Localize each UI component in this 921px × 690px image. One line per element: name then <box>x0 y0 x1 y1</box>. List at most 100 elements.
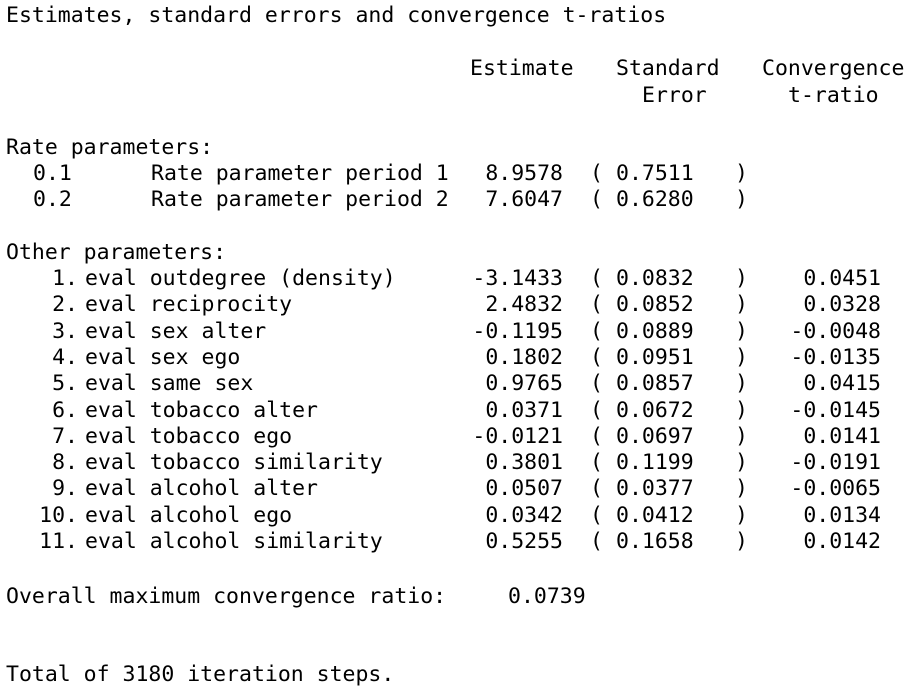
header-t-ratio: t-ratio <box>788 83 879 108</box>
rate-param-open-paren: ( <box>590 187 603 212</box>
rate-param-id: 0.1 <box>33 161 72 186</box>
param-se: 0.0951 <box>616 344 694 370</box>
param-name: eval alcohol similarity <box>85 529 383 554</box>
param-convergence-t: 0.0415 <box>803 371 881 397</box>
param-close-paren: ) <box>735 292 748 318</box>
param-open-paren: ( <box>590 476 603 502</box>
param-close-paren: ) <box>735 423 748 449</box>
param-name: eval same sex <box>85 371 254 397</box>
param-id: 1. <box>52 266 78 291</box>
param-id: 9. <box>52 476 78 502</box>
param-close-paren: ) <box>735 371 748 397</box>
output-title: Estimates, standard errors and convergen… <box>6 3 667 28</box>
param-estimate: 0.0342 <box>485 502 563 528</box>
param-open-paren: ( <box>590 397 603 423</box>
param-se: 0.0832 <box>616 266 694 291</box>
param-estimate: 0.3801 <box>485 450 563 476</box>
rate-param-id: 0.2 <box>33 187 72 212</box>
param-name: eval tobacco alter <box>85 397 318 423</box>
rate-param-close-paren: ) <box>735 187 748 212</box>
param-estimate: 0.9765 <box>485 371 563 397</box>
param-close-paren: ) <box>735 344 748 370</box>
param-open-paren: ( <box>590 502 603 528</box>
rate-param-se: 0.7511 <box>616 161 694 186</box>
overall-max-convergence-label: Overall maximum convergence ratio: <box>6 584 447 609</box>
rate-section-label: Rate parameters: <box>6 135 214 160</box>
param-id: 10. <box>39 502 78 528</box>
param-name: eval sex ego <box>85 344 241 370</box>
param-name: eval tobacco ego <box>85 423 293 449</box>
param-close-paren: ) <box>735 450 748 476</box>
param-id: 2. <box>52 292 78 318</box>
param-open-paren: ( <box>590 318 603 344</box>
param-convergence-t: 0.0134 <box>803 502 881 528</box>
param-name: eval reciprocity <box>85 292 293 318</box>
rate-param-open-paren: ( <box>590 161 603 186</box>
param-id: 11. <box>39 529 78 554</box>
param-convergence-t: -0.0065 <box>790 476 881 502</box>
param-se: 0.1658 <box>616 529 694 554</box>
param-convergence-t: -0.0048 <box>790 318 881 344</box>
param-se: 0.0377 <box>616 476 694 502</box>
param-se: 0.0672 <box>616 397 694 423</box>
param-close-paren: ) <box>735 318 748 344</box>
param-convergence-t: 0.0451 <box>803 266 881 291</box>
rate-param-estimate: 8.9578 <box>485 161 563 186</box>
param-convergence-t: 0.0141 <box>803 423 881 449</box>
param-close-paren: ) <box>735 266 748 291</box>
param-close-paren: ) <box>735 397 748 423</box>
param-estimate: -0.0121 <box>472 423 563 449</box>
param-convergence-t: -0.0191 <box>790 450 881 476</box>
param-se: 0.0697 <box>616 423 694 449</box>
param-convergence-t: -0.0135 <box>790 344 881 370</box>
rate-param-estimate: 7.6047 <box>485 187 563 212</box>
param-id: 8. <box>52 450 78 476</box>
param-close-paren: ) <box>735 476 748 502</box>
header-convergence: Convergence <box>762 56 905 81</box>
param-open-paren: ( <box>590 423 603 449</box>
rate-param-close-paren: ) <box>735 161 748 186</box>
param-estimate: 0.0507 <box>485 476 563 502</box>
param-open-paren: ( <box>590 529 603 554</box>
rate-param-name: Rate parameter period 1 <box>151 161 449 186</box>
param-estimate: 0.1802 <box>485 344 563 370</box>
overall-max-convergence-value: 0.0739 <box>508 584 586 609</box>
param-close-paren: ) <box>735 529 748 554</box>
param-convergence-t: 0.0328 <box>803 292 881 318</box>
param-name: eval alcohol ego <box>85 502 293 528</box>
param-id: 5. <box>52 371 78 397</box>
param-name: eval sex alter <box>85 318 267 344</box>
param-se: 0.0412 <box>616 502 694 528</box>
param-open-paren: ( <box>590 450 603 476</box>
param-se: 0.0852 <box>616 292 694 318</box>
param-se: 0.1199 <box>616 450 694 476</box>
param-close-paren: ) <box>735 502 748 528</box>
header-error: Error <box>642 83 707 108</box>
param-open-paren: ( <box>590 292 603 318</box>
param-estimate: -0.1195 <box>472 318 563 344</box>
rate-param-se: 0.6280 <box>616 187 694 212</box>
param-name: eval tobacco similarity <box>85 450 383 476</box>
param-se: 0.0889 <box>616 318 694 344</box>
param-id: 3. <box>52 318 78 344</box>
param-name: eval alcohol alter <box>85 476 318 502</box>
total-iteration-steps: Total of 3180 iteration steps. <box>6 662 395 687</box>
param-id: 7. <box>52 423 78 449</box>
param-id: 4. <box>52 344 78 370</box>
param-estimate: -3.1433 <box>472 266 563 291</box>
header-estimate: Estimate <box>470 56 574 81</box>
param-id: 6. <box>52 397 78 423</box>
param-name: eval outdegree (density) <box>85 266 396 291</box>
param-convergence-t: 0.0142 <box>803 529 881 554</box>
param-estimate: 2.4832 <box>485 292 563 318</box>
other-section-label: Other parameters: <box>6 240 227 265</box>
param-open-paren: ( <box>590 344 603 370</box>
param-convergence-t: -0.0145 <box>790 397 881 423</box>
param-estimate: 0.0371 <box>485 397 563 423</box>
param-se: 0.0857 <box>616 371 694 397</box>
header-standard: Standard <box>616 56 720 81</box>
param-open-paren: ( <box>590 266 603 291</box>
param-estimate: 0.5255 <box>485 529 563 554</box>
rate-param-name: Rate parameter period 2 <box>151 187 449 212</box>
param-open-paren: ( <box>590 371 603 397</box>
